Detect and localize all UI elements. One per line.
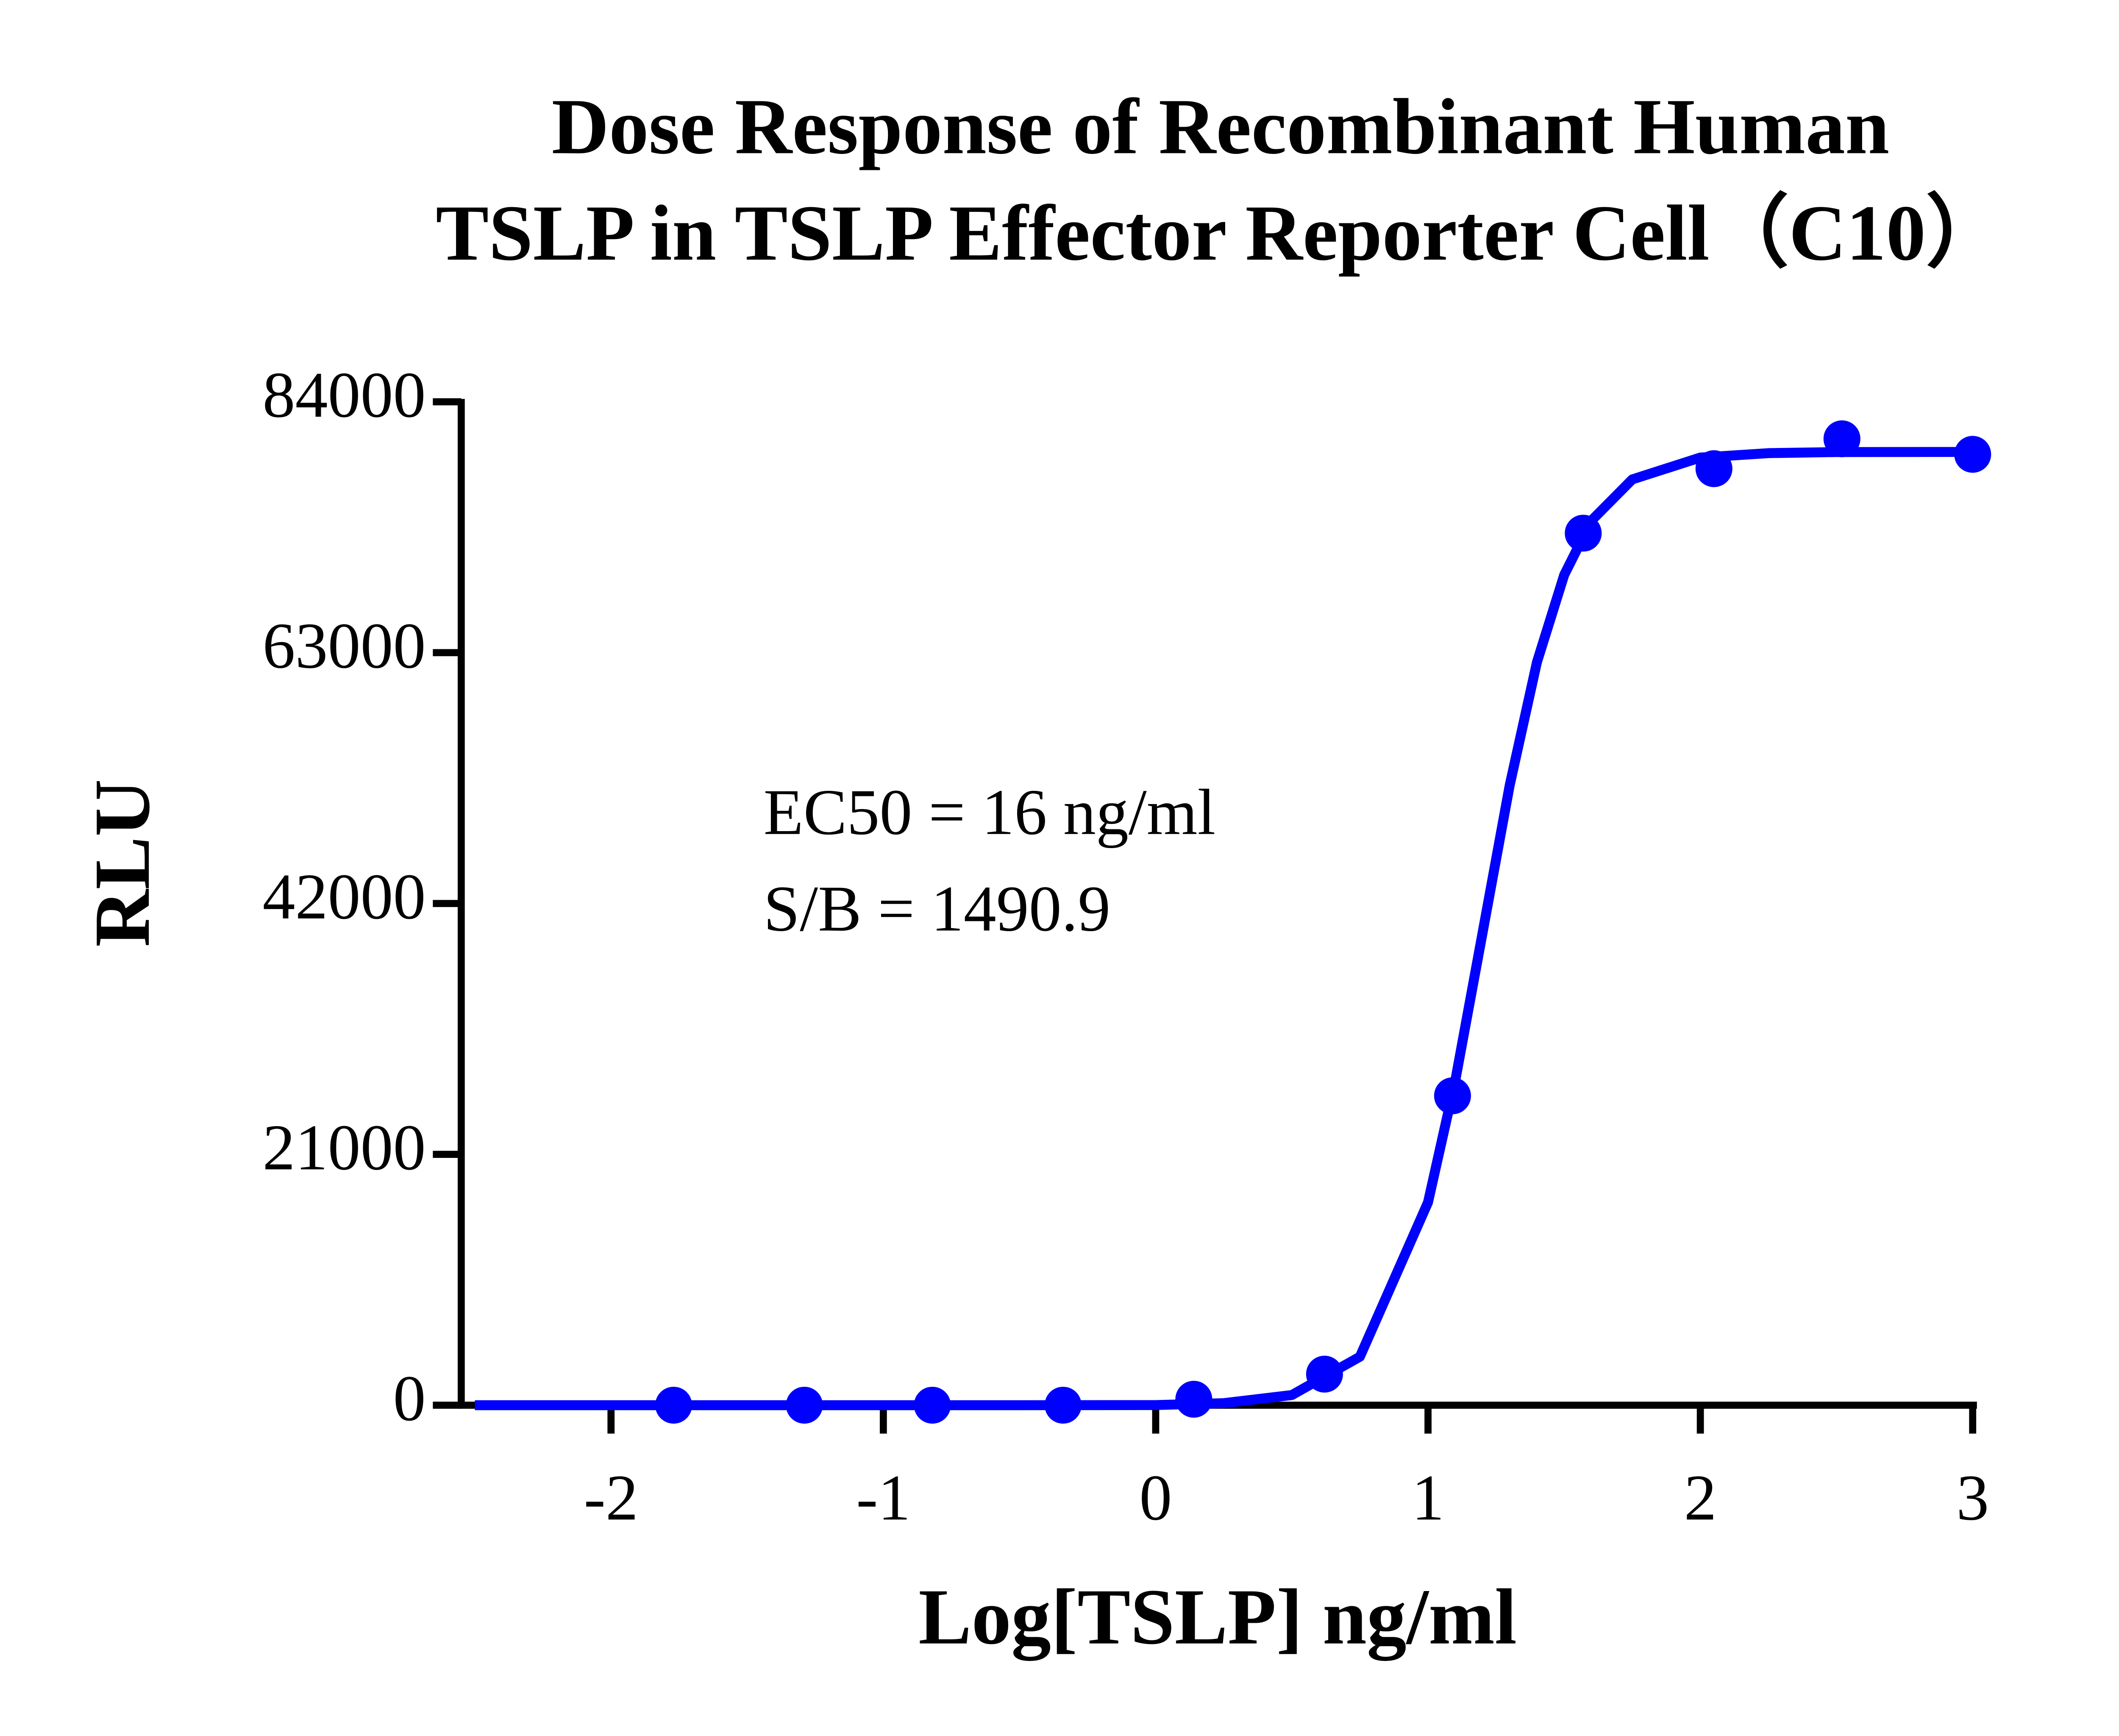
x-tick-label: -1 xyxy=(856,1462,910,1534)
fit-curve xyxy=(475,447,1973,1410)
x-axis-label: Log[TSLP] ng/ml xyxy=(918,1573,1517,1661)
x-tick-label: 3 xyxy=(1956,1462,1989,1534)
data-point xyxy=(914,1386,951,1424)
x-tick-label: 1 xyxy=(1412,1462,1444,1534)
y-tick-label: 21000 xyxy=(263,1112,426,1184)
data-point xyxy=(786,1386,823,1424)
y-axis-label: RLU xyxy=(78,779,166,947)
y-tick-label: 84000 xyxy=(263,359,426,431)
y-tick-label: 63000 xyxy=(263,610,426,682)
data-point xyxy=(1823,420,1860,457)
data-point xyxy=(1044,1386,1082,1424)
y-tick-label: 42000 xyxy=(263,861,426,933)
data-point xyxy=(1954,436,1991,473)
x-tick-label: 2 xyxy=(1684,1462,1717,1534)
data-point xyxy=(1565,515,1602,552)
data-point xyxy=(655,1386,692,1424)
x-tick-label: -2 xyxy=(584,1462,638,1534)
annotation: EC50 = 16 ng/ml xyxy=(764,776,1216,849)
y-tick-label: 0 xyxy=(393,1363,426,1435)
data-point xyxy=(1695,450,1732,487)
x-tick-label: 0 xyxy=(1139,1462,1172,1534)
annotation: S/B = 1490.9 xyxy=(764,873,1111,945)
chart-title: TSLP in TSLP Effector Reporter Cell（C10） xyxy=(436,189,2005,277)
data-point xyxy=(1175,1380,1212,1418)
chart-title: Dose Response of Recombinant Human xyxy=(552,82,1890,170)
data-point xyxy=(1306,1355,1343,1393)
data-point xyxy=(1434,1077,1471,1115)
